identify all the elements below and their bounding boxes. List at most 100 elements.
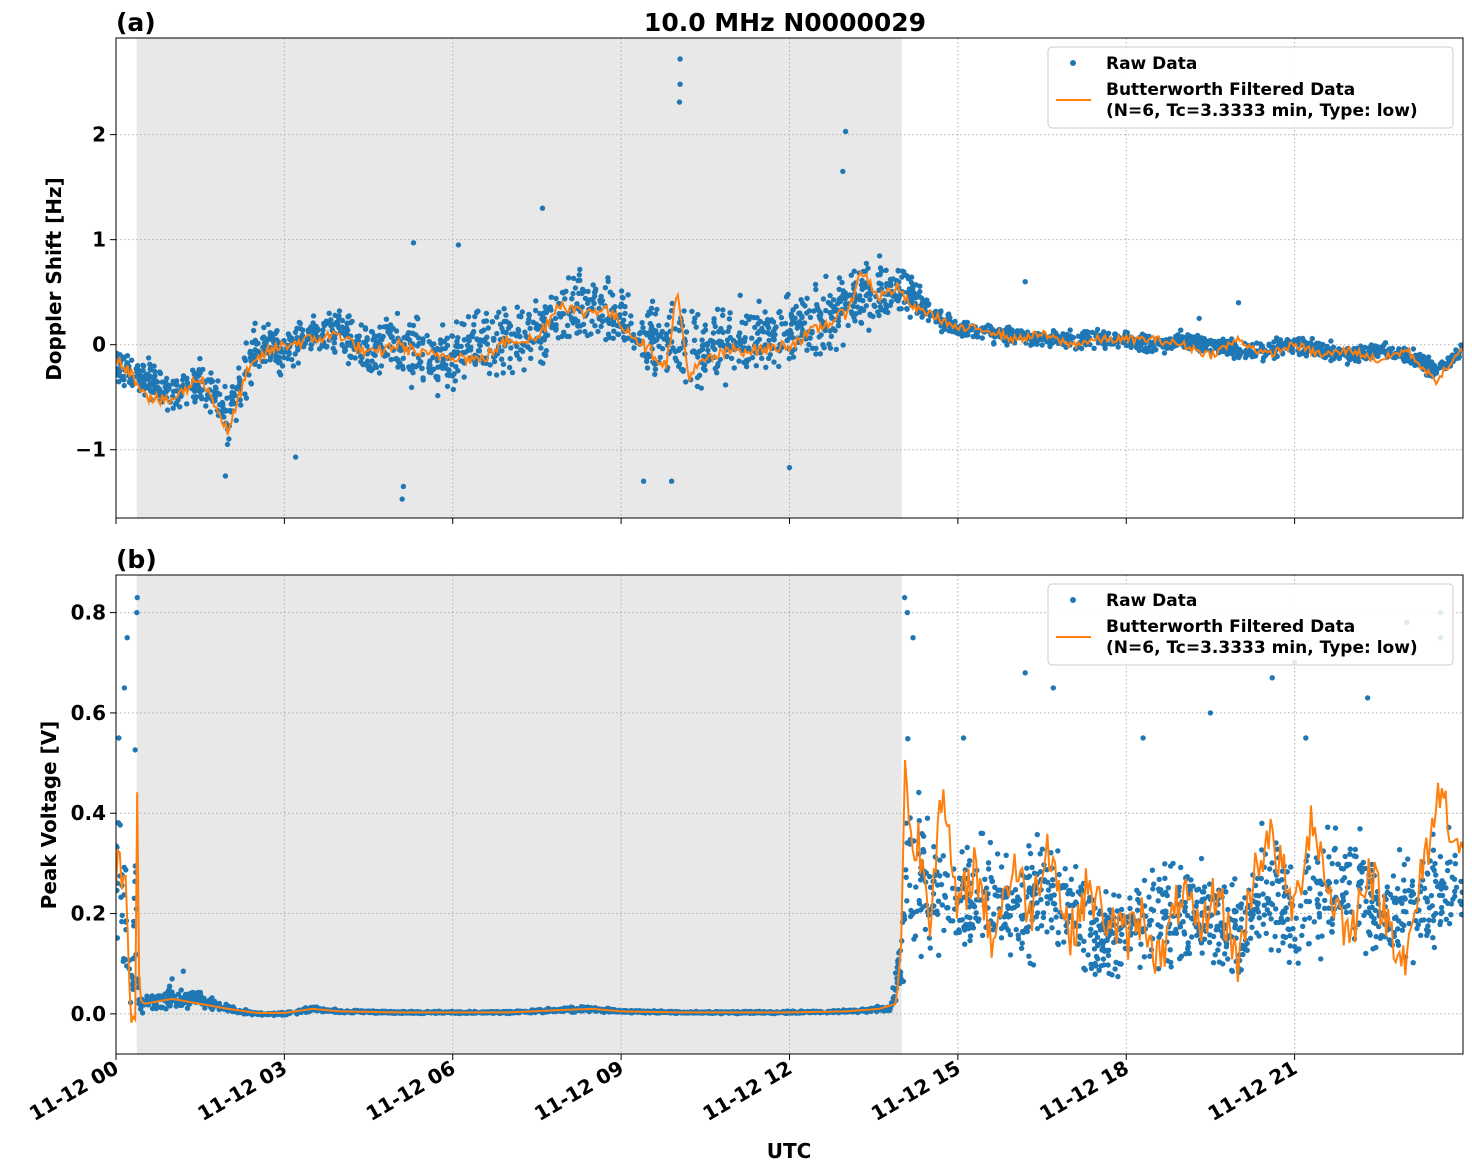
raw-data-point <box>1050 877 1056 883</box>
raw-data-point <box>1399 927 1406 933</box>
raw-data-point <box>1318 956 1324 962</box>
raw-data-point <box>1067 327 1073 333</box>
raw-data-point <box>332 349 338 355</box>
raw-data-point <box>260 344 266 351</box>
raw-data-point <box>415 316 421 322</box>
raw-data-point <box>1439 359 1445 365</box>
raw-data-point <box>238 402 244 408</box>
raw-data-point <box>756 298 762 304</box>
raw-data-point <box>288 337 294 343</box>
raw-data-point <box>1410 346 1417 352</box>
raw-data-point <box>229 397 236 403</box>
raw-data-point <box>913 884 919 890</box>
raw-data-point <box>1373 933 1379 940</box>
raw-data-point <box>569 296 575 302</box>
raw-data-point <box>1409 882 1416 889</box>
raw-data-point <box>979 830 986 837</box>
raw-data-point <box>154 379 161 385</box>
raw-data-point <box>152 373 158 379</box>
raw-data-point <box>1064 334 1071 341</box>
raw-data-point <box>636 331 643 337</box>
raw-data-point <box>931 844 937 850</box>
raw-data-point <box>163 1006 169 1012</box>
raw-data-point <box>373 343 380 349</box>
raw-data-point <box>1193 903 1199 909</box>
raw-data-point <box>320 327 326 333</box>
raw-data-point <box>1293 915 1299 921</box>
raw-data-point <box>617 312 623 318</box>
raw-data-point <box>1446 920 1453 927</box>
raw-data-point <box>1430 917 1437 924</box>
raw-data-point <box>607 289 613 295</box>
raw-data-point <box>865 265 871 271</box>
raw-data-point <box>813 286 819 293</box>
raw-data-point <box>1434 883 1441 890</box>
raw-data-point <box>700 365 707 371</box>
raw-data-point <box>159 390 165 397</box>
raw-data-point <box>153 1001 159 1008</box>
raw-data-point <box>957 330 963 337</box>
raw-data-point <box>233 385 240 391</box>
raw-data-point <box>1248 350 1255 356</box>
raw-data-point <box>926 873 933 880</box>
raw-data-point <box>1192 335 1198 341</box>
raw-data-point <box>677 81 683 87</box>
raw-data-point <box>1161 350 1168 356</box>
raw-data-point <box>435 374 441 380</box>
raw-data-point <box>595 328 601 335</box>
raw-data-point <box>809 345 816 351</box>
raw-data-point <box>248 381 255 387</box>
raw-data-point <box>424 332 430 339</box>
raw-data-point <box>1225 956 1231 962</box>
raw-data-point <box>1195 338 1202 345</box>
raw-data-point <box>472 313 478 320</box>
raw-data-point <box>581 288 587 294</box>
raw-data-point <box>483 318 490 324</box>
legend-label-filtered: Butterworth Filtered Data <box>1106 80 1355 100</box>
raw-data-point <box>564 322 571 329</box>
raw-data-point <box>1356 864 1363 871</box>
raw-data-point <box>720 329 726 336</box>
raw-data-point <box>310 320 316 326</box>
raw-data-point <box>668 478 675 484</box>
raw-data-point <box>532 307 539 314</box>
raw-data-point <box>514 304 520 310</box>
raw-data-point <box>577 266 583 273</box>
raw-data-point <box>1365 345 1372 351</box>
raw-data-point <box>410 322 417 329</box>
raw-data-point <box>121 354 127 360</box>
raw-data-point <box>1280 919 1286 926</box>
raw-data-point <box>979 335 985 341</box>
raw-data-point <box>428 369 434 376</box>
raw-data-point <box>1235 347 1242 353</box>
raw-data-point <box>639 352 646 358</box>
raw-data-point <box>236 365 242 371</box>
raw-data-point <box>1201 936 1208 942</box>
raw-data-point <box>755 321 761 327</box>
raw-data-point <box>354 333 360 340</box>
raw-data-point <box>967 933 974 939</box>
raw-data-point <box>1278 344 1284 350</box>
raw-data-point <box>1148 917 1155 924</box>
raw-data-point <box>175 991 182 997</box>
raw-data-point <box>1206 939 1213 946</box>
raw-data-point <box>1452 852 1458 859</box>
raw-data-point <box>1373 944 1379 951</box>
raw-data-point <box>145 371 151 377</box>
raw-data-point <box>991 911 997 917</box>
raw-data-point <box>1148 342 1154 348</box>
raw-data-point <box>1306 940 1312 947</box>
raw-data-point <box>910 292 917 299</box>
raw-data-point <box>941 927 947 934</box>
raw-data-point <box>377 324 383 330</box>
raw-data-point <box>472 361 479 367</box>
raw-data-point <box>1431 944 1438 951</box>
raw-data-point <box>784 337 790 344</box>
raw-data-point <box>212 384 219 390</box>
raw-data-point <box>1271 339 1277 345</box>
raw-data-point <box>982 876 988 882</box>
raw-data-point <box>1003 852 1009 858</box>
raw-data-point <box>1274 353 1280 360</box>
raw-data-point <box>426 365 432 371</box>
raw-data-point <box>170 378 176 384</box>
